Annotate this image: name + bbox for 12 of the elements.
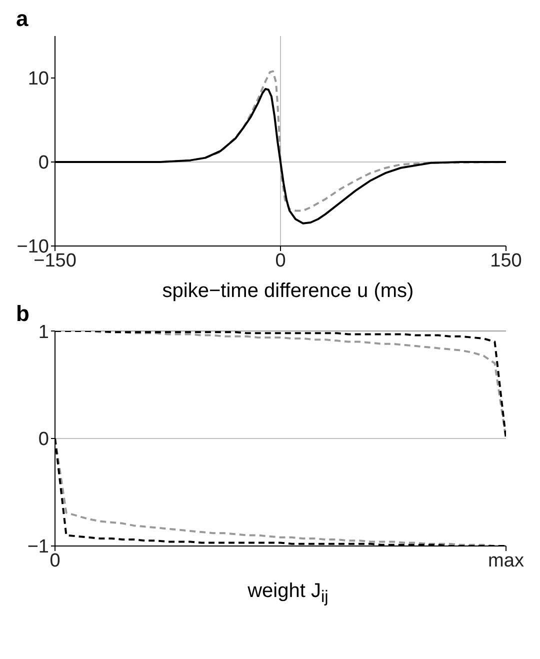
x-axis-title: spike−time difference u (ms) [162, 280, 414, 302]
y-tick-label: 0 [38, 429, 49, 450]
x-tick-label: max [488, 550, 524, 572]
chart-title: b [16, 301, 30, 326]
chart-title: a [15, 6, 30, 31]
y-tick-label: 10 [28, 68, 49, 90]
x-tick-label: 0 [275, 250, 286, 272]
y-tick-label: 1 [38, 322, 49, 343]
y-tick-label: −1 [27, 536, 49, 558]
y-tick-label: 0 [38, 152, 49, 174]
x-tick-label: 150 [490, 250, 522, 272]
x-axis-title: weight J$_{ij}$ [246, 580, 330, 607]
